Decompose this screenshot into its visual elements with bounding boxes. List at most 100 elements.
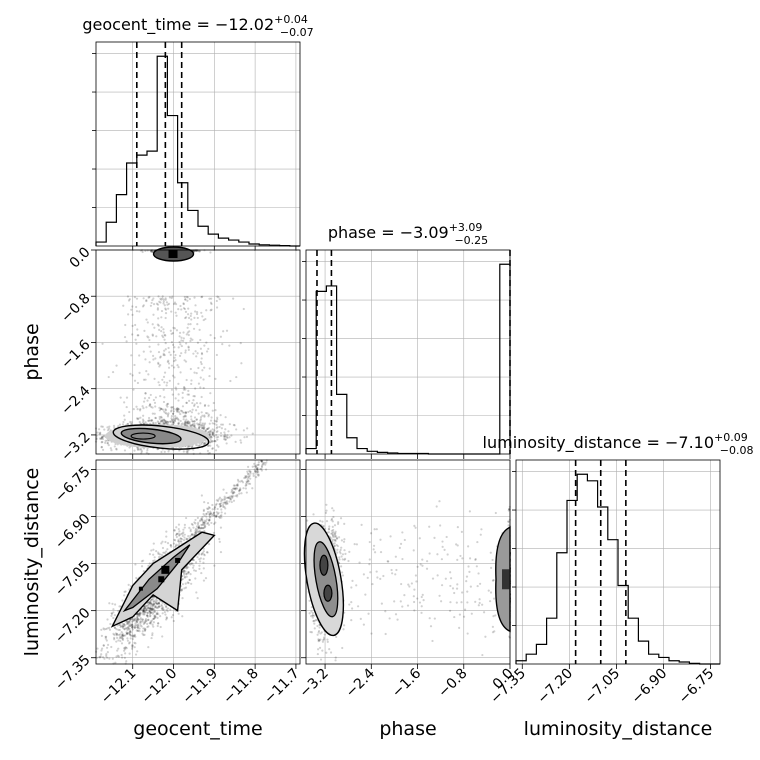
- sample-point: [198, 519, 202, 523]
- sample-point: [147, 296, 150, 299]
- sample-point: [249, 470, 252, 474]
- sample-point: [322, 524, 325, 528]
- sample-point: [102, 435, 105, 438]
- sample-point: [224, 428, 227, 431]
- sample-point: [175, 410, 179, 413]
- sample-point: [174, 417, 177, 420]
- sample-point: [163, 354, 166, 357]
- sample-point: [129, 624, 132, 627]
- sample-point: [151, 250, 154, 253]
- sample-point: [260, 469, 264, 472]
- sample-point: [154, 396, 158, 399]
- sample-point: [200, 517, 203, 521]
- sample-point: [220, 423, 223, 426]
- sample-point: [190, 379, 193, 382]
- sample-point: [127, 627, 130, 631]
- sample-point: [219, 335, 222, 338]
- sample-point: [172, 407, 175, 411]
- sample-point: [230, 500, 233, 504]
- sample-point: [194, 409, 198, 412]
- sample-point: [220, 427, 223, 430]
- sample-point: [200, 357, 203, 360]
- sample-point: [162, 375, 166, 378]
- sample-point: [191, 424, 194, 427]
- sample-point: [106, 429, 110, 432]
- title-median: −7.10: [665, 433, 714, 452]
- sample-point: [112, 632, 115, 635]
- sample-point: [167, 366, 171, 369]
- sample-point: [147, 625, 150, 628]
- sample-point: [213, 506, 216, 509]
- sample-point: [219, 505, 222, 508]
- sample-point: [117, 424, 120, 428]
- sample-point: [179, 371, 182, 374]
- sample-point: [232, 297, 235, 300]
- sample-point: [128, 633, 131, 636]
- sample-point: [245, 475, 248, 478]
- sample-point: [133, 633, 136, 637]
- sample-point: [219, 504, 222, 507]
- sample-point: [134, 338, 137, 341]
- sample-point: [143, 329, 146, 332]
- sample-point: [177, 366, 180, 369]
- sample-point: [152, 621, 156, 624]
- sample-point: [139, 620, 142, 624]
- sample-point: [183, 423, 186, 426]
- panel-frame: [515, 459, 721, 665]
- sample-point: [142, 609, 145, 613]
- sample-point: [121, 626, 125, 630]
- sample-point: [174, 545, 177, 549]
- sample-point: [148, 610, 151, 613]
- sample-point: [158, 417, 161, 420]
- sample-point: [215, 433, 218, 437]
- sample-point: [149, 611, 153, 614]
- sample-point: [148, 338, 151, 342]
- sample-point: [223, 433, 227, 436]
- sample-point: [161, 334, 164, 337]
- sample-point: [163, 304, 166, 307]
- sample-point: [201, 414, 204, 417]
- sample-point: [156, 611, 159, 614]
- sample-point: [208, 519, 211, 522]
- sample-point: [163, 338, 166, 341]
- sample-point: [138, 354, 141, 357]
- sample-point: [122, 420, 125, 424]
- sample-point: [219, 431, 223, 435]
- sample-point: [154, 615, 157, 618]
- sample-point: [163, 349, 166, 352]
- x-tick-label: −11.8: [220, 666, 262, 708]
- sample-point: [185, 333, 188, 336]
- sample-point: [130, 625, 134, 628]
- sample-point: [196, 528, 199, 532]
- sample-point: [134, 323, 137, 327]
- sample-point: [160, 416, 163, 419]
- sample-point: [114, 661, 117, 664]
- sample-point: [173, 420, 177, 423]
- sample-point: [188, 420, 191, 424]
- sample-point: [260, 464, 264, 468]
- sample-point: [138, 611, 142, 614]
- sample-point: [126, 637, 129, 640]
- sample-point: [154, 416, 157, 419]
- sample-point: [142, 609, 146, 612]
- sample-point: [161, 297, 164, 300]
- sample-point: [202, 442, 206, 445]
- sample-point: [183, 526, 186, 529]
- sample-point: [209, 439, 213, 442]
- sample-point: [215, 420, 218, 423]
- histogram-phase: [305, 263, 511, 455]
- sample-point: [181, 396, 184, 399]
- sample-point: [176, 544, 180, 547]
- sample-point: [150, 419, 153, 422]
- sample-point: [217, 296, 220, 299]
- sample-point: [231, 490, 234, 493]
- sample-point: [134, 642, 137, 645]
- sample-point: [159, 407, 162, 410]
- sample-point: [200, 517, 203, 520]
- sample-point: [113, 636, 116, 639]
- sample-point: [222, 488, 225, 491]
- sample-point: [133, 625, 136, 628]
- sample-point: [113, 633, 116, 637]
- sample-point: [148, 621, 151, 625]
- sample-point: [201, 523, 204, 526]
